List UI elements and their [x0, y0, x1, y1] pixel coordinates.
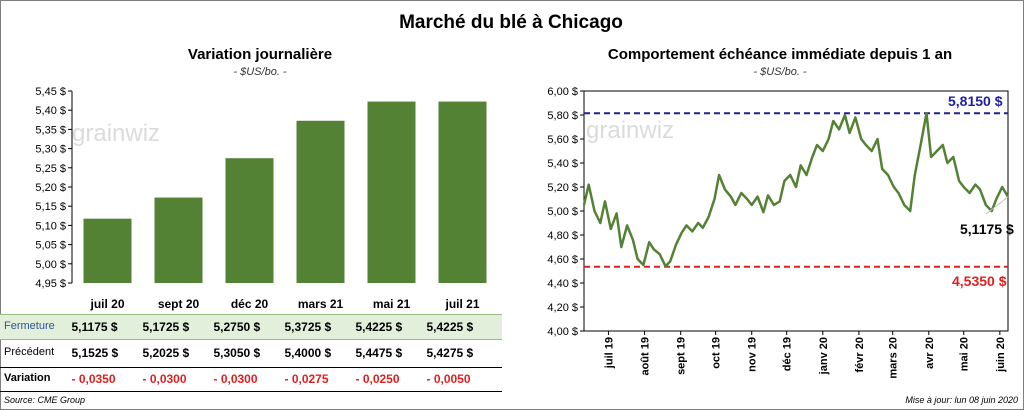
last-value-label: 5,1175 $ [960, 221, 1014, 237]
line-y-tick-label: 5,40 $ [547, 158, 578, 170]
left-panel-title: Variation journalière [187, 46, 333, 63]
bar-category-label: sept 20 [158, 297, 200, 311]
line-y-tick-label: 4,40 $ [547, 278, 578, 290]
line-y-tick-label: 5,00 $ [547, 206, 578, 218]
bar [438, 101, 487, 283]
update-note: Mise à jour: lun 08 juin 2020 [905, 395, 1018, 405]
line-x-tick-label: août 19 [640, 337, 652, 376]
high-label: 5,8150 $ [948, 93, 1003, 109]
line-y-tick-label: 4,80 $ [547, 230, 578, 242]
line-y-tick-label: 5,80 $ [547, 110, 578, 122]
line-x-tick-label: mars 20 [888, 337, 900, 379]
row-label-close: Fermeture [4, 320, 55, 332]
line-x-tick-label: févr 20 [854, 337, 866, 372]
bar-y-tick-label: 5,20 $ [35, 182, 66, 194]
table-divider [0, 367, 502, 368]
table-cell: 5,4000 $ [284, 346, 332, 360]
line-x-tick-label: juil 19 [603, 337, 615, 369]
bar-y-tick-label: 4,95 $ [35, 278, 66, 290]
table-cell: 5,4475 $ [355, 346, 403, 360]
bar-y-tick-label: 5,05 $ [35, 240, 66, 252]
bar [154, 197, 203, 283]
watermark-logo: grainwiz [72, 120, 160, 147]
table-cell: - 0,0050 [426, 372, 471, 386]
table-divider-bottom [0, 391, 502, 392]
line-x-tick-label: nov 19 [747, 337, 759, 372]
main-title: Marché du blé à Chicago [399, 12, 623, 33]
table-cell: 5,2750 $ [213, 320, 261, 334]
table-cell: - 0,0300 [142, 372, 187, 386]
line-x-tick-label: juin 20 [995, 337, 1007, 373]
bar-category-label: juil 21 [444, 297, 479, 311]
table-cell: 5,1525 $ [71, 346, 119, 360]
table-cell: 5,4225 $ [355, 320, 403, 334]
line-y-tick-label: 5,60 $ [547, 134, 578, 146]
bar-y-tick-label: 5,30 $ [35, 144, 66, 156]
bar-y-tick-label: 5,40 $ [35, 105, 66, 117]
table-row-highlight [0, 314, 502, 340]
bar-y-tick-label: 5,15 $ [35, 201, 66, 213]
table-cell: - 0,0275 [284, 372, 329, 386]
right-panel-subtitle: - $US/bo. - [753, 66, 807, 78]
line-x-tick-label: oct 19 [711, 337, 723, 369]
table-cell: 5,3050 $ [213, 346, 261, 360]
bar-y-tick-label: 5,35 $ [35, 124, 66, 136]
row-label-previous: Précédent [4, 346, 55, 358]
bar [225, 158, 274, 283]
bar-category-label: mai 21 [373, 297, 411, 311]
watermark-logo-right: grainwiz [586, 117, 674, 144]
line-x-tick-label: mai 20 [959, 337, 971, 371]
row-label-change: Variation [4, 372, 51, 384]
line-y-tick-label: 6,00 $ [547, 86, 578, 98]
bar-category-label: déc 20 [231, 297, 269, 311]
bar-category-label: mars 21 [298, 297, 344, 311]
watermark-text-right: grainwiz [586, 117, 674, 144]
bar [296, 120, 345, 283]
right-panel-title: Comportement échéance immédiate depuis 1… [607, 46, 953, 63]
source-note: Source: CME Group [4, 395, 86, 405]
watermark-text: grainwiz [72, 120, 160, 147]
last-value-leader [985, 196, 1009, 215]
line-y-tick-label: 4,00 $ [547, 326, 578, 338]
bar [83, 218, 132, 283]
table-cell: - 0,0300 [213, 372, 258, 386]
bar [367, 101, 416, 283]
line-y-tick-label: 4,20 $ [547, 302, 578, 314]
table-cell: 5,2025 $ [142, 346, 190, 360]
table-cell: 5,1175 $ [71, 320, 118, 334]
table-cell: 5,3725 $ [284, 320, 332, 334]
line-x-tick-label: avr 20 [924, 337, 936, 369]
low-label: 4,5350 $ [952, 273, 1007, 289]
bar-y-tick-label: 5,00 $ [35, 259, 66, 271]
price-series-line [582, 111, 1010, 268]
bar-category-label: juil 20 [89, 297, 124, 311]
table-cell: 5,4275 $ [426, 346, 474, 360]
table-cell: - 0,0350 [71, 372, 116, 386]
bar-y-tick-label: 5,10 $ [35, 220, 66, 232]
table-cell: - 0,0250 [355, 372, 400, 386]
line-y-tick-label: 5,20 $ [547, 182, 578, 194]
bar-y-tick-label: 5,45 $ [35, 86, 66, 98]
line-x-tick-label: déc 19 [782, 337, 794, 371]
bar-y-tick-label: 5,25 $ [35, 163, 66, 175]
line-x-tick-label: sept 19 [676, 337, 688, 375]
line-y-tick-label: 4,60 $ [547, 254, 578, 266]
table-cell: 5,4225 $ [426, 320, 474, 334]
left-panel-subtitle: - $US/bo. - [233, 66, 287, 78]
line-x-tick-label: janv 20 [818, 337, 830, 375]
table-cell: 5,1725 $ [142, 320, 190, 334]
